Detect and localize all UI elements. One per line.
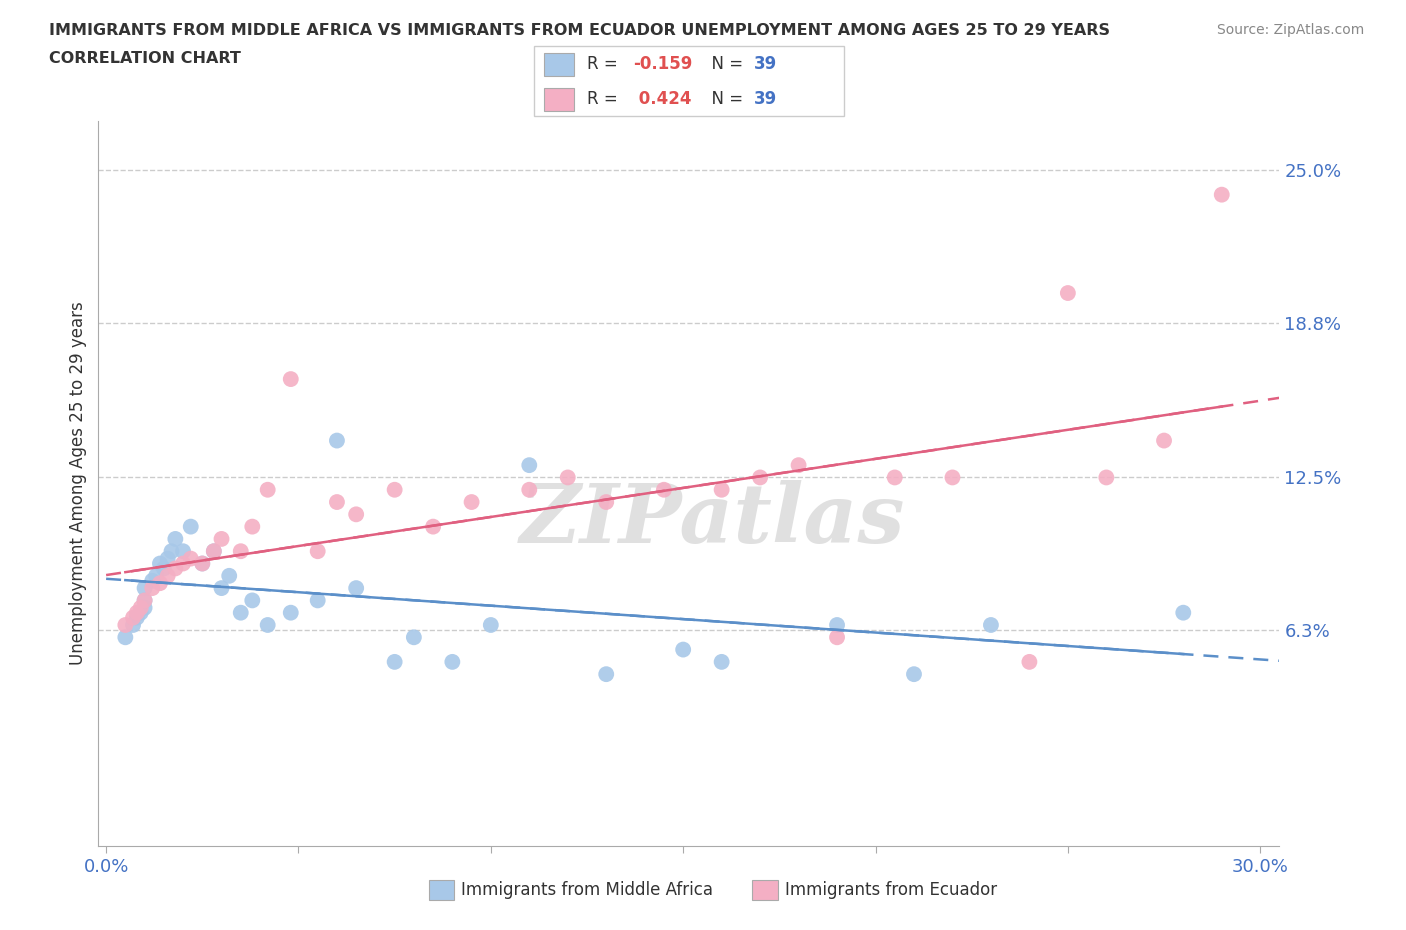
Text: R =: R = [586,90,623,108]
Point [1057,286,1080,300]
Point [211,531,233,546]
Point [129,605,152,620]
Point [1095,470,1118,485]
Point [218,568,240,583]
Text: -0.159: -0.159 [633,55,693,73]
Text: IMMIGRANTS FROM MIDDLE AFRICA VS IMMIGRANTS FROM ECUADOR UNEMPLOYMENT AMONG AGES: IMMIGRANTS FROM MIDDLE AFRICA VS IMMIGRA… [49,23,1111,38]
Point [307,593,329,608]
Point [344,507,367,522]
Point [326,433,349,448]
Point [749,470,772,485]
Point [883,470,905,485]
Point [825,630,848,644]
Text: CORRELATION CHART: CORRELATION CHART [49,51,240,66]
Point [344,580,367,595]
Text: 39: 39 [754,55,778,73]
Point [280,372,302,387]
Point [134,601,156,616]
Point [517,483,540,498]
Text: Immigrants from Middle Africa: Immigrants from Middle Africa [461,881,713,899]
Point [180,519,202,534]
Point [114,630,136,644]
Point [787,458,810,472]
Point [1018,655,1040,670]
Point [441,655,464,670]
Point [134,593,156,608]
Point [180,551,202,566]
Point [1153,433,1175,448]
Point [422,519,444,534]
Point [156,551,179,566]
Point [202,544,225,559]
Point [149,556,172,571]
Point [141,580,163,595]
Point [114,618,136,632]
Point [307,544,329,559]
Point [172,556,194,571]
Point [153,561,176,576]
Point [240,593,263,608]
Point [595,495,617,510]
Point [941,470,963,485]
Point [479,618,502,632]
Point [1211,187,1233,202]
Point [652,483,675,498]
Point [595,667,617,682]
Point [122,610,145,625]
Point [125,610,148,625]
Y-axis label: Unemployment Among Ages 25 to 29 years: Unemployment Among Ages 25 to 29 years [69,301,87,666]
Point [191,556,214,571]
Point [229,605,252,620]
Point [460,495,482,510]
Point [165,531,187,546]
Point [384,483,406,498]
Point [145,568,167,583]
Point [141,573,163,588]
Text: N =: N = [702,90,748,108]
FancyBboxPatch shape [544,87,575,111]
Text: Source: ZipAtlas.com: Source: ZipAtlas.com [1216,23,1364,37]
Point [149,576,172,591]
Point [202,544,225,559]
Point [134,593,156,608]
Point [191,556,214,571]
Point [125,605,148,620]
Point [134,580,156,595]
Point [517,458,540,472]
Point [557,470,579,485]
Point [903,667,925,682]
Point [211,580,233,595]
FancyBboxPatch shape [534,46,844,116]
Point [240,519,263,534]
Point [326,495,349,510]
Point [710,655,733,670]
Point [229,544,252,559]
Point [256,483,278,498]
Point [165,561,187,576]
Point [129,601,152,616]
Point [710,483,733,498]
Point [160,544,183,559]
Text: R =: R = [586,55,623,73]
Point [980,618,1002,632]
Point [122,618,145,632]
Point [256,618,278,632]
Text: N =: N = [702,55,748,73]
Point [402,630,425,644]
Point [825,618,848,632]
Text: Immigrants from Ecuador: Immigrants from Ecuador [785,881,997,899]
Point [280,605,302,620]
Text: ZIPatlas: ZIPatlas [520,480,905,560]
Point [672,642,695,657]
Point [1173,605,1195,620]
Text: 39: 39 [754,90,778,108]
Point [384,655,406,670]
Text: 0.424: 0.424 [633,90,692,108]
FancyBboxPatch shape [544,53,575,76]
Point [156,568,179,583]
Point [172,544,194,559]
